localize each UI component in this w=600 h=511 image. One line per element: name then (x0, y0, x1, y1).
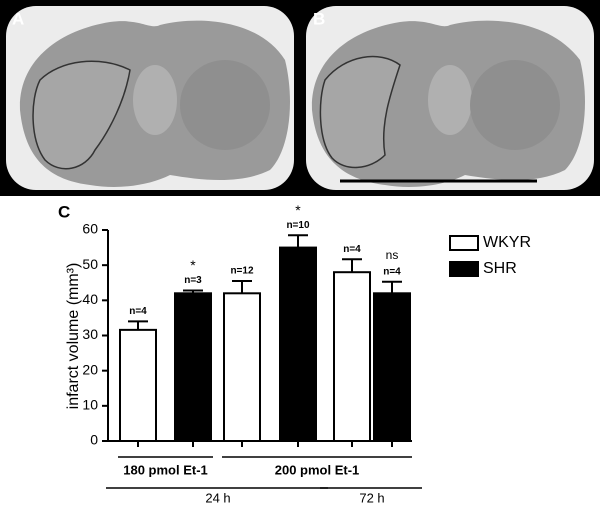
panel-label: B (313, 9, 325, 28)
bar (119, 328, 157, 442)
significance-label: * (295, 202, 301, 218)
n-label: n=4 (129, 306, 147, 317)
dose-group-label: 180 pmol Et-1 (123, 462, 208, 477)
legend-label: WKYR (483, 234, 531, 251)
n-label: n=4 (343, 244, 361, 255)
y-axis-label: infarct volume (mm³) (65, 263, 82, 410)
significance-label: * (190, 257, 196, 273)
y-tick-label: 0 (90, 432, 98, 448)
y-tick-label: 40 (82, 291, 98, 307)
y-tick-label: 50 (82, 256, 98, 272)
n-label: n=12 (230, 266, 254, 277)
brain-section-b (306, 6, 594, 190)
bar (373, 292, 411, 442)
bar (174, 292, 212, 442)
legend-swatch (449, 261, 479, 277)
dose-group-label: 200 pmol Et-1 (275, 462, 360, 477)
bar (279, 246, 317, 442)
bar (223, 292, 261, 442)
legend-swatch (449, 235, 479, 251)
significance-label: ns (386, 248, 399, 262)
n-label: n=3 (184, 275, 202, 286)
brain-section-a (6, 6, 294, 190)
y-tick-label: 60 (82, 221, 98, 237)
panel-label: C (58, 202, 70, 221)
time-group-label: 72 h (359, 490, 384, 505)
n-label: n=4 (383, 266, 401, 277)
panel-label: A (12, 9, 24, 28)
y-tick-label: 10 (82, 397, 98, 413)
legend-label: SHR (483, 260, 517, 277)
n-label: n=10 (286, 220, 310, 231)
bar (333, 271, 371, 443)
time-group-label: 24 h (205, 490, 230, 505)
y-tick-label: 30 (82, 326, 98, 342)
y-tick-label: 20 (82, 361, 98, 377)
